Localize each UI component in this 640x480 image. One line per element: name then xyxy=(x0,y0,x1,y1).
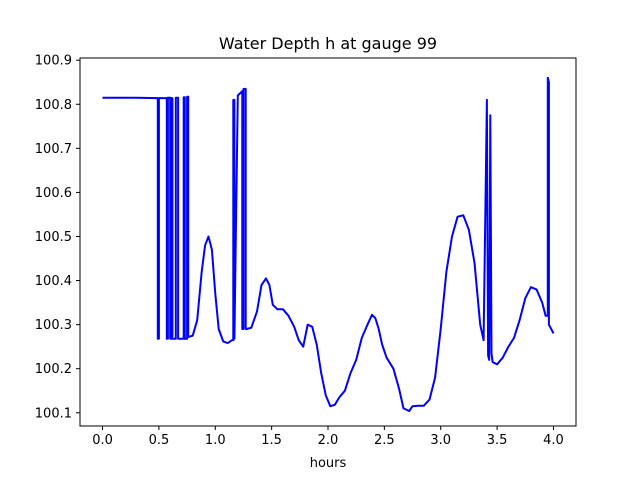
y-tick-label: 100.5 xyxy=(35,230,72,245)
chart-title: Water Depth h at gauge 99 xyxy=(219,34,437,53)
x-tick-label: 2.0 xyxy=(318,433,339,448)
y-tick-label: 100.3 xyxy=(35,318,72,333)
x-tick-label: 3.5 xyxy=(487,433,508,448)
y-tick-label: 100.4 xyxy=(35,274,72,289)
y-tick-label: 100.7 xyxy=(35,142,72,157)
x-tick-label: 0.5 xyxy=(149,433,170,448)
series-layer xyxy=(102,76,555,412)
y-tick-label: 100.1 xyxy=(35,406,72,421)
x-axis-label: hours xyxy=(310,456,347,471)
plot-area-frame xyxy=(79,57,577,427)
x-tick-label: 1.5 xyxy=(261,433,282,448)
y-tick-label: 100.6 xyxy=(35,186,72,201)
y-tick-label: 100.8 xyxy=(35,98,72,113)
x-tick-label: 1.0 xyxy=(205,433,226,448)
series-line xyxy=(102,76,555,412)
x-tick-label: 4.0 xyxy=(543,433,564,448)
x-tick-label: 0.0 xyxy=(92,433,113,448)
x-tick-label: 3.0 xyxy=(430,433,451,448)
y-tick-label: 100.2 xyxy=(35,362,72,377)
x-tick-label: 2.5 xyxy=(374,433,395,448)
y-axis: 100.1 100.2 100.3 100.4 100.5 100.6 100.7 100.8… xyxy=(35,54,80,421)
y-tick-label: 100.9 xyxy=(35,54,72,69)
x-axis: 0.0 0.5 1.0 1.5 2.0 2.5 3.0 3.5 4.0 xyxy=(92,426,564,448)
